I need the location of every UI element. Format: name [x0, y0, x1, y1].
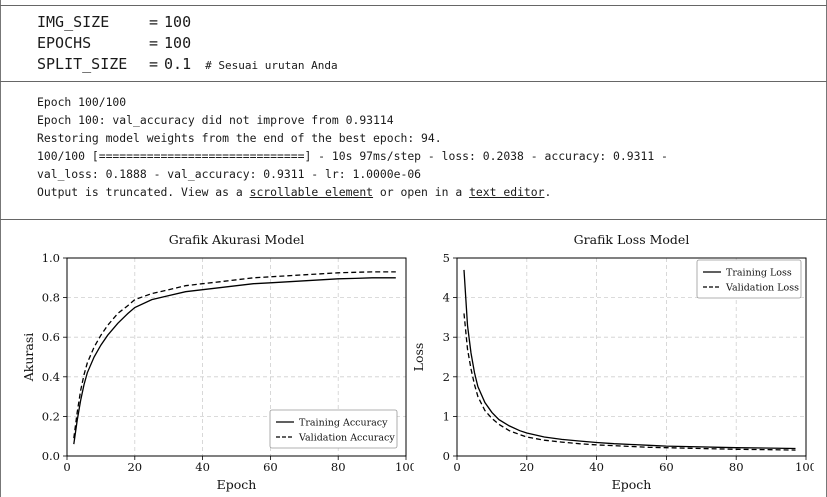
- x-tick-label: 60: [263, 460, 278, 474]
- x-tick-label: 0: [63, 460, 70, 474]
- x-tick-label: 40: [195, 460, 210, 474]
- code-line-img-size: IMG_SIZE = 100: [37, 12, 827, 33]
- output-line: Epoch 100/100: [37, 95, 127, 109]
- scrollable-element-link[interactable]: scrollable element: [249, 185, 374, 199]
- y-tick-label: 2: [443, 370, 450, 384]
- legend-label: Validation Accuracy: [298, 433, 395, 444]
- code-var: SPLIT_SIZE: [37, 55, 128, 73]
- legend-box: [696, 259, 802, 299]
- x-tick-label: 60: [659, 460, 674, 474]
- x-tick-label: 100: [795, 460, 814, 474]
- truncated-suffix: .: [544, 185, 552, 199]
- truncated-notice: Output is truncated. View as a scrollabl…: [37, 183, 827, 201]
- plot-frame: [456, 257, 807, 457]
- series-line-validation: [73, 271, 396, 439]
- series-line-training: [73, 277, 396, 445]
- code-op: =: [149, 55, 159, 73]
- output-line: val_loss: 0.1888 - val_accuracy: 0.9311 …: [37, 167, 422, 181]
- chart-title: Grafik Loss Model: [574, 232, 690, 247]
- code-comment: # Sesuai urutan Anda: [205, 59, 338, 72]
- code-value: 100: [164, 13, 192, 31]
- x-tick-label: 40: [589, 460, 604, 474]
- y-tick-label: 0.4: [42, 370, 60, 384]
- y-tick-label: 0.2: [42, 409, 60, 423]
- output-line: 100/100 [==============================]…: [37, 149, 668, 163]
- x-axis-label: Epoch: [217, 477, 257, 492]
- x-tick-label: 0: [453, 460, 460, 474]
- y-tick-label: 0: [443, 449, 450, 463]
- y-tick-label: 0.6: [42, 330, 60, 344]
- text-editor-link[interactable]: text editor: [469, 185, 545, 199]
- y-tick-label: 3: [443, 330, 450, 344]
- output-line: Epoch 100: val_accuracy did not improve …: [37, 113, 394, 127]
- y-axis-label: Akurasi: [21, 333, 36, 383]
- x-axis-label: Epoch: [612, 477, 652, 492]
- x-tick-label: 80: [729, 460, 744, 474]
- output-line: Restoring model weights from the end of …: [37, 131, 442, 145]
- legend-label: Training Accuracy: [299, 418, 388, 429]
- accuracy-chart: Grafik Akurasi Model 0 20 40 60 80 100 0.0 0.2 0.…: [21, 232, 414, 492]
- x-tick-label: 20: [127, 460, 142, 474]
- code-var: IMG_SIZE: [37, 13, 110, 31]
- x-tick-label: 100: [395, 460, 414, 474]
- y-tick-label: 1: [443, 409, 450, 423]
- code-line-epochs: EPOCHS = 100: [37, 33, 827, 54]
- truncated-middle: or open in a: [373, 185, 470, 199]
- code-value: 0.1: [164, 55, 192, 73]
- legend-box: [269, 409, 398, 449]
- plot-frame: [66, 257, 407, 457]
- code-cell[interactable]: IMG_SIZE = 100 EPOCHS = 100 SPLIT_SIZE = 0.1 # …: [0, 5, 827, 82]
- code-line-split-size: SPLIT_SIZE = 0.1 # Sesuai urutan Anda: [37, 54, 827, 75]
- y-tick-label: 0.0: [42, 449, 60, 463]
- chart-title: Grafik Akurasi Model: [169, 232, 305, 247]
- x-tick-label: 20: [519, 460, 534, 474]
- truncated-prefix: Output is truncated. View as a: [37, 185, 250, 199]
- code-var: EPOCHS: [37, 34, 92, 52]
- code-op: =: [149, 13, 159, 31]
- y-axis-label: Loss: [414, 343, 426, 372]
- output-cell: Epoch 100/100 Epoch 100: val_accuracy di…: [0, 82, 827, 220]
- legend-label: Validation Loss: [725, 283, 799, 294]
- code-value: 100: [164, 34, 192, 52]
- code-op: =: [149, 34, 159, 52]
- y-tick-label: 0.8: [42, 291, 60, 305]
- y-tick-label: 4: [443, 291, 450, 305]
- x-tick-label: 80: [331, 460, 346, 474]
- series-line-validation: [463, 313, 796, 451]
- y-tick-label: 5: [443, 251, 450, 265]
- loss-chart: Grafik Loss Model 0 20 40 60 80 100 0 1 2 3 4 5 Epoch…: [414, 232, 814, 492]
- legend-label: Training Loss: [726, 268, 792, 279]
- series-line-training: [463, 269, 796, 450]
- y-tick-label: 1.0: [42, 251, 60, 265]
